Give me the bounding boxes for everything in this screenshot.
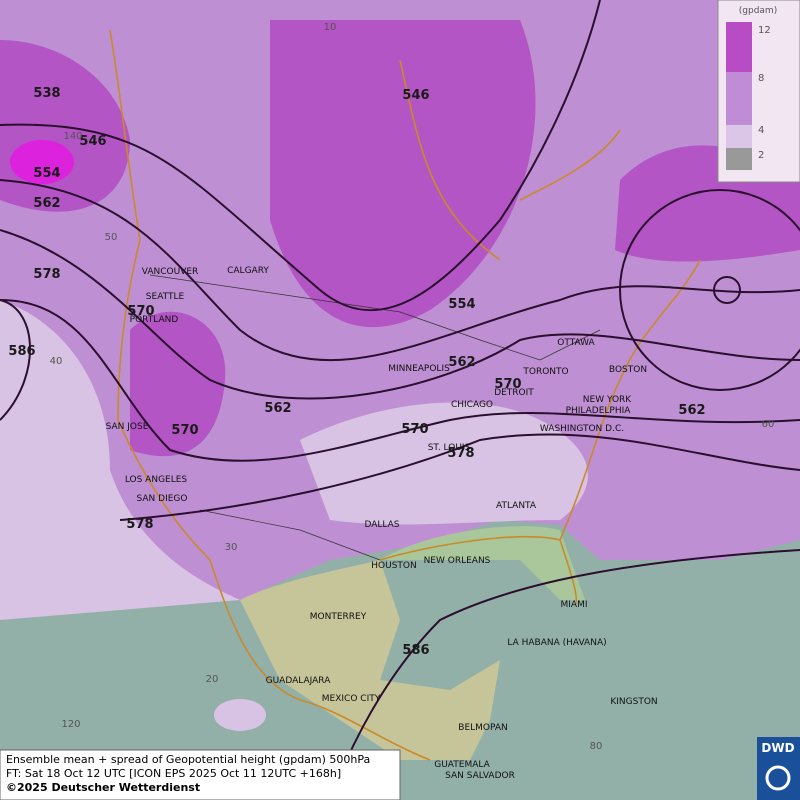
city-label: CALGARY [227,266,269,276]
city-label: DETROIT [494,388,534,398]
contour-line [329,549,800,800]
city-label: TORONTO [522,367,568,377]
graticule-label: 80 [590,741,603,752]
spread-high-1 [270,20,536,328]
graticule-label: 40 [50,356,63,367]
legend-tick: 8 [758,73,764,84]
spread-light-2 [300,402,588,525]
city-label: MINNEAPOLIS [388,364,450,374]
city-label: PHILADELPHIA [566,406,632,416]
city-label: OTTAWA [557,338,595,348]
borders [149,274,601,561]
city-label: WASHINGTON D.C. [540,424,624,434]
city-label: LOS ANGELES [125,475,188,485]
contour-label: 562 [264,401,291,416]
graticule-label: 20 [206,674,219,685]
city-label: CHICAGO [451,400,493,410]
legend-tick: 4 [758,125,764,136]
city-label: MEXICO CITY [322,694,381,704]
contour-label: 570 [494,377,521,392]
city-label: ST. LOUIS [428,443,471,453]
footer-line: FT: Sat 18 Oct 12 UTC [ICON EPS 2025 Oct… [6,767,341,780]
contour-line [0,179,800,362]
logo-icon [765,765,791,791]
contour-label: 562 [448,355,475,370]
graticule-label: 30 [225,542,238,553]
labels: 538 546 554 562 578 586 570 570 562 554 546 562 570 5… [8,22,774,781]
city-label: NEW ORLEANS [424,556,491,566]
contour-line [619,189,800,391]
contour-label: 546 [79,134,106,149]
contour-label: 578 [126,517,153,532]
contour-line [0,299,800,462]
contour-label: 578 [447,446,474,461]
city-label: ATLANTA [496,501,537,511]
spread-spot [214,699,266,731]
coastline [109,29,701,761]
footer-line: ©2025 Deutscher Wetterdienst [6,781,200,794]
city-label: BOSTON [609,365,647,375]
city-label: GUATEMALA [434,760,490,770]
legend-tick: 12 [758,25,771,36]
city-label: GUADALAJARA [266,676,332,686]
city-label: DALLAS [364,520,399,530]
contour-label: 562 [678,403,705,418]
land-gulf-coast [380,526,585,600]
contour-line [0,0,601,312]
city-label: VANCOUVER [142,267,199,277]
contour-label: 570 [401,422,428,437]
contour-line [0,299,800,521]
sea [0,520,800,800]
city-label: NEW YORK [583,395,633,405]
contour-label: 570 [171,423,198,438]
city-label: BELMOPAN [458,723,507,733]
legend: (gpdam) 12 8 4 2 [717,0,800,183]
city-label: SAN SALVADOR [445,771,515,781]
contour-line [0,229,800,400]
city-label: PORTLAND [130,315,179,325]
footer-box [0,749,401,800]
logo-text: DWD [761,741,794,755]
city-label: SEATTLE [146,292,185,302]
legend-swatch [726,148,752,170]
legend-swatch [726,125,752,148]
graticule-label: 140 [63,131,82,142]
spread-max [10,140,74,184]
city-label: SAN DIEGO [137,494,188,504]
city-label: LA HABANA (HAVANA) [507,638,606,648]
legend-tick: 2 [758,150,764,161]
contour-label: 554 [33,166,60,181]
graticule-label: 120 [61,719,80,730]
contour-line [713,276,741,304]
footer-line: Ensemble mean + spread of Geopotential h… [6,753,370,766]
legend-swatch [726,72,752,125]
graticule-label: 60 [762,419,775,430]
graticule-label: 50 [105,232,118,243]
contour-label: 578 [33,267,60,282]
city-label: MIAMI [561,600,588,610]
contour-label: 586 [8,344,35,359]
city-label: KINGSTON [610,697,657,707]
contour-label: 562 [33,196,60,211]
spread-high-2 [130,311,226,457]
contour-label: 586 [402,643,429,658]
city-label: HOUSTON [371,561,416,571]
land-mexico [240,560,500,760]
legend-unit: (gpdam) [739,6,777,16]
graticule-label: 10 [324,22,337,33]
city-label: SAN JOSE [106,422,149,432]
contour-label: 554 [448,297,475,312]
legend-swatch [726,22,752,72]
contour-label: 570 [127,304,154,319]
contour-label: 546 [402,88,429,103]
city-label: MONTERREY [310,612,367,622]
contour-label: 538 [33,86,60,101]
